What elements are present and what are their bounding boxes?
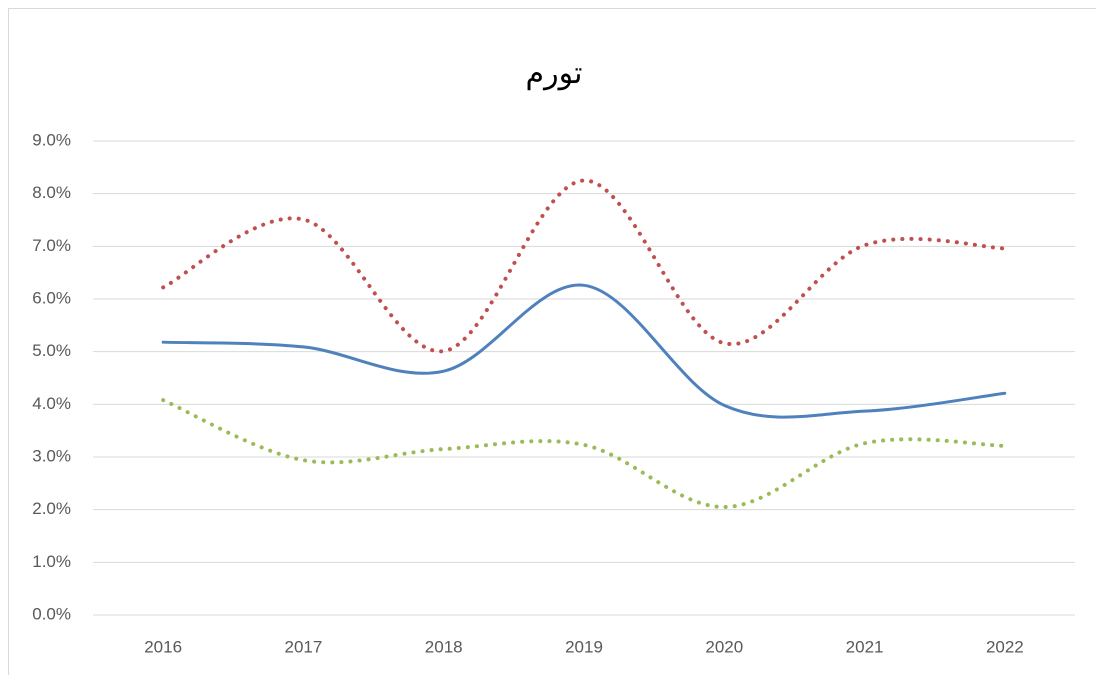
y-tick-label: 4.0% — [32, 394, 71, 413]
x-tick-label: 2019 — [565, 637, 603, 656]
x-tick-label: 2017 — [285, 637, 323, 656]
chart-title: تورم — [526, 56, 583, 91]
x-tick-label: 2021 — [846, 637, 884, 656]
x-tick-label: 2020 — [705, 637, 743, 656]
y-tick-label: 3.0% — [32, 446, 71, 465]
y-tick-label: 9.0% — [32, 130, 71, 149]
x-tick-label: 2022 — [986, 637, 1024, 656]
y-tick-label: 2.0% — [32, 499, 71, 518]
y-tick-label: 5.0% — [32, 341, 71, 360]
y-tick-label: 1.0% — [32, 552, 71, 571]
x-tick-label: 2016 — [144, 637, 182, 656]
y-tick-label: 8.0% — [32, 183, 71, 202]
x-tick-label: 2018 — [425, 637, 463, 656]
y-tick-label: 0.0% — [32, 604, 71, 623]
y-tick-label: 7.0% — [32, 236, 71, 255]
y-tick-label: 6.0% — [32, 288, 71, 307]
